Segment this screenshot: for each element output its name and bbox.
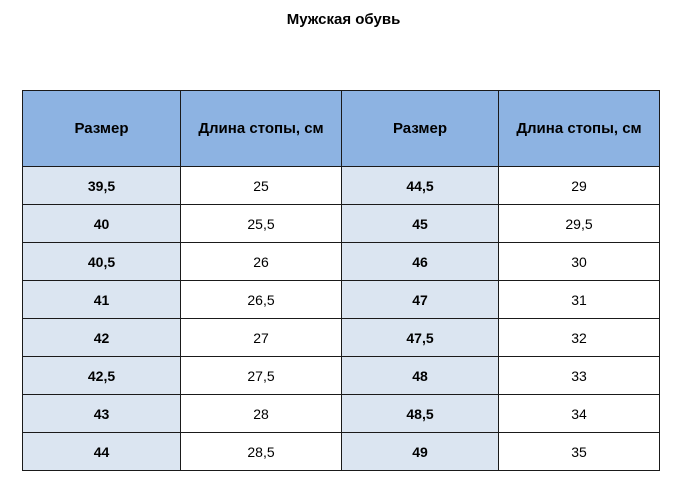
shoe-size-table: Размер Длина стопы, см Размер Длина стоп… xyxy=(22,90,660,471)
foot-length-cell: 29 xyxy=(498,166,660,205)
size-cell: 42 xyxy=(22,318,181,357)
size-cell: 42,5 xyxy=(22,356,181,395)
size-cell: 44 xyxy=(22,432,181,471)
foot-length-cell: 26 xyxy=(180,242,342,281)
foot-length-cell: 30 xyxy=(498,242,660,281)
foot-length-cell: 26,5 xyxy=(180,280,342,319)
size-cell: 44,5 xyxy=(341,166,499,205)
size-cell: 47,5 xyxy=(341,318,499,357)
size-cell: 49 xyxy=(341,432,499,471)
foot-length-cell: 28,5 xyxy=(180,432,342,471)
foot-length-cell: 27,5 xyxy=(180,356,342,395)
size-cell: 39,5 xyxy=(22,166,181,205)
foot-length-cell: 25 xyxy=(180,166,342,205)
size-cell: 40,5 xyxy=(22,242,181,281)
size-cell: 41 xyxy=(22,280,181,319)
size-cell: 46 xyxy=(341,242,499,281)
table-header-row: Размер Длина стопы, см Размер Длина стоп… xyxy=(22,90,660,167)
size-cell: 43 xyxy=(22,394,181,433)
table-row: 41 26,5 47 31 xyxy=(22,280,660,319)
table-row: 42 27 47,5 32 xyxy=(22,318,660,357)
foot-length-cell: 35 xyxy=(498,432,660,471)
size-cell: 48 xyxy=(341,356,499,395)
foot-length-cell: 25,5 xyxy=(180,204,342,243)
table-row: 39,5 25 44,5 29 xyxy=(22,166,660,205)
foot-length-cell: 34 xyxy=(498,394,660,433)
size-cell: 47 xyxy=(341,280,499,319)
table-row: 43 28 48,5 34 xyxy=(22,394,660,433)
foot-length-cell: 32 xyxy=(498,318,660,357)
foot-length-cell: 28 xyxy=(180,394,342,433)
size-cell: 48,5 xyxy=(341,394,499,433)
size-cell: 40 xyxy=(22,204,181,243)
size-cell: 45 xyxy=(341,204,499,243)
table-row: 40,5 26 46 30 xyxy=(22,242,660,281)
header-size-left: Размер xyxy=(22,90,181,167)
foot-length-cell: 27 xyxy=(180,318,342,357)
table-row: 40 25,5 45 29,5 xyxy=(22,204,660,243)
table-row: 44 28,5 49 35 xyxy=(22,432,660,471)
table-row: 42,5 27,5 48 33 xyxy=(22,356,660,395)
page-title: Мужская обувь xyxy=(286,11,401,28)
foot-length-cell: 33 xyxy=(498,356,660,395)
header-foot-length-right: Длина стопы, см xyxy=(498,90,660,167)
header-foot-length-left: Длина стопы, см xyxy=(180,90,342,167)
header-size-right: Размер xyxy=(341,90,499,167)
foot-length-cell: 29,5 xyxy=(498,204,660,243)
foot-length-cell: 31 xyxy=(498,280,660,319)
